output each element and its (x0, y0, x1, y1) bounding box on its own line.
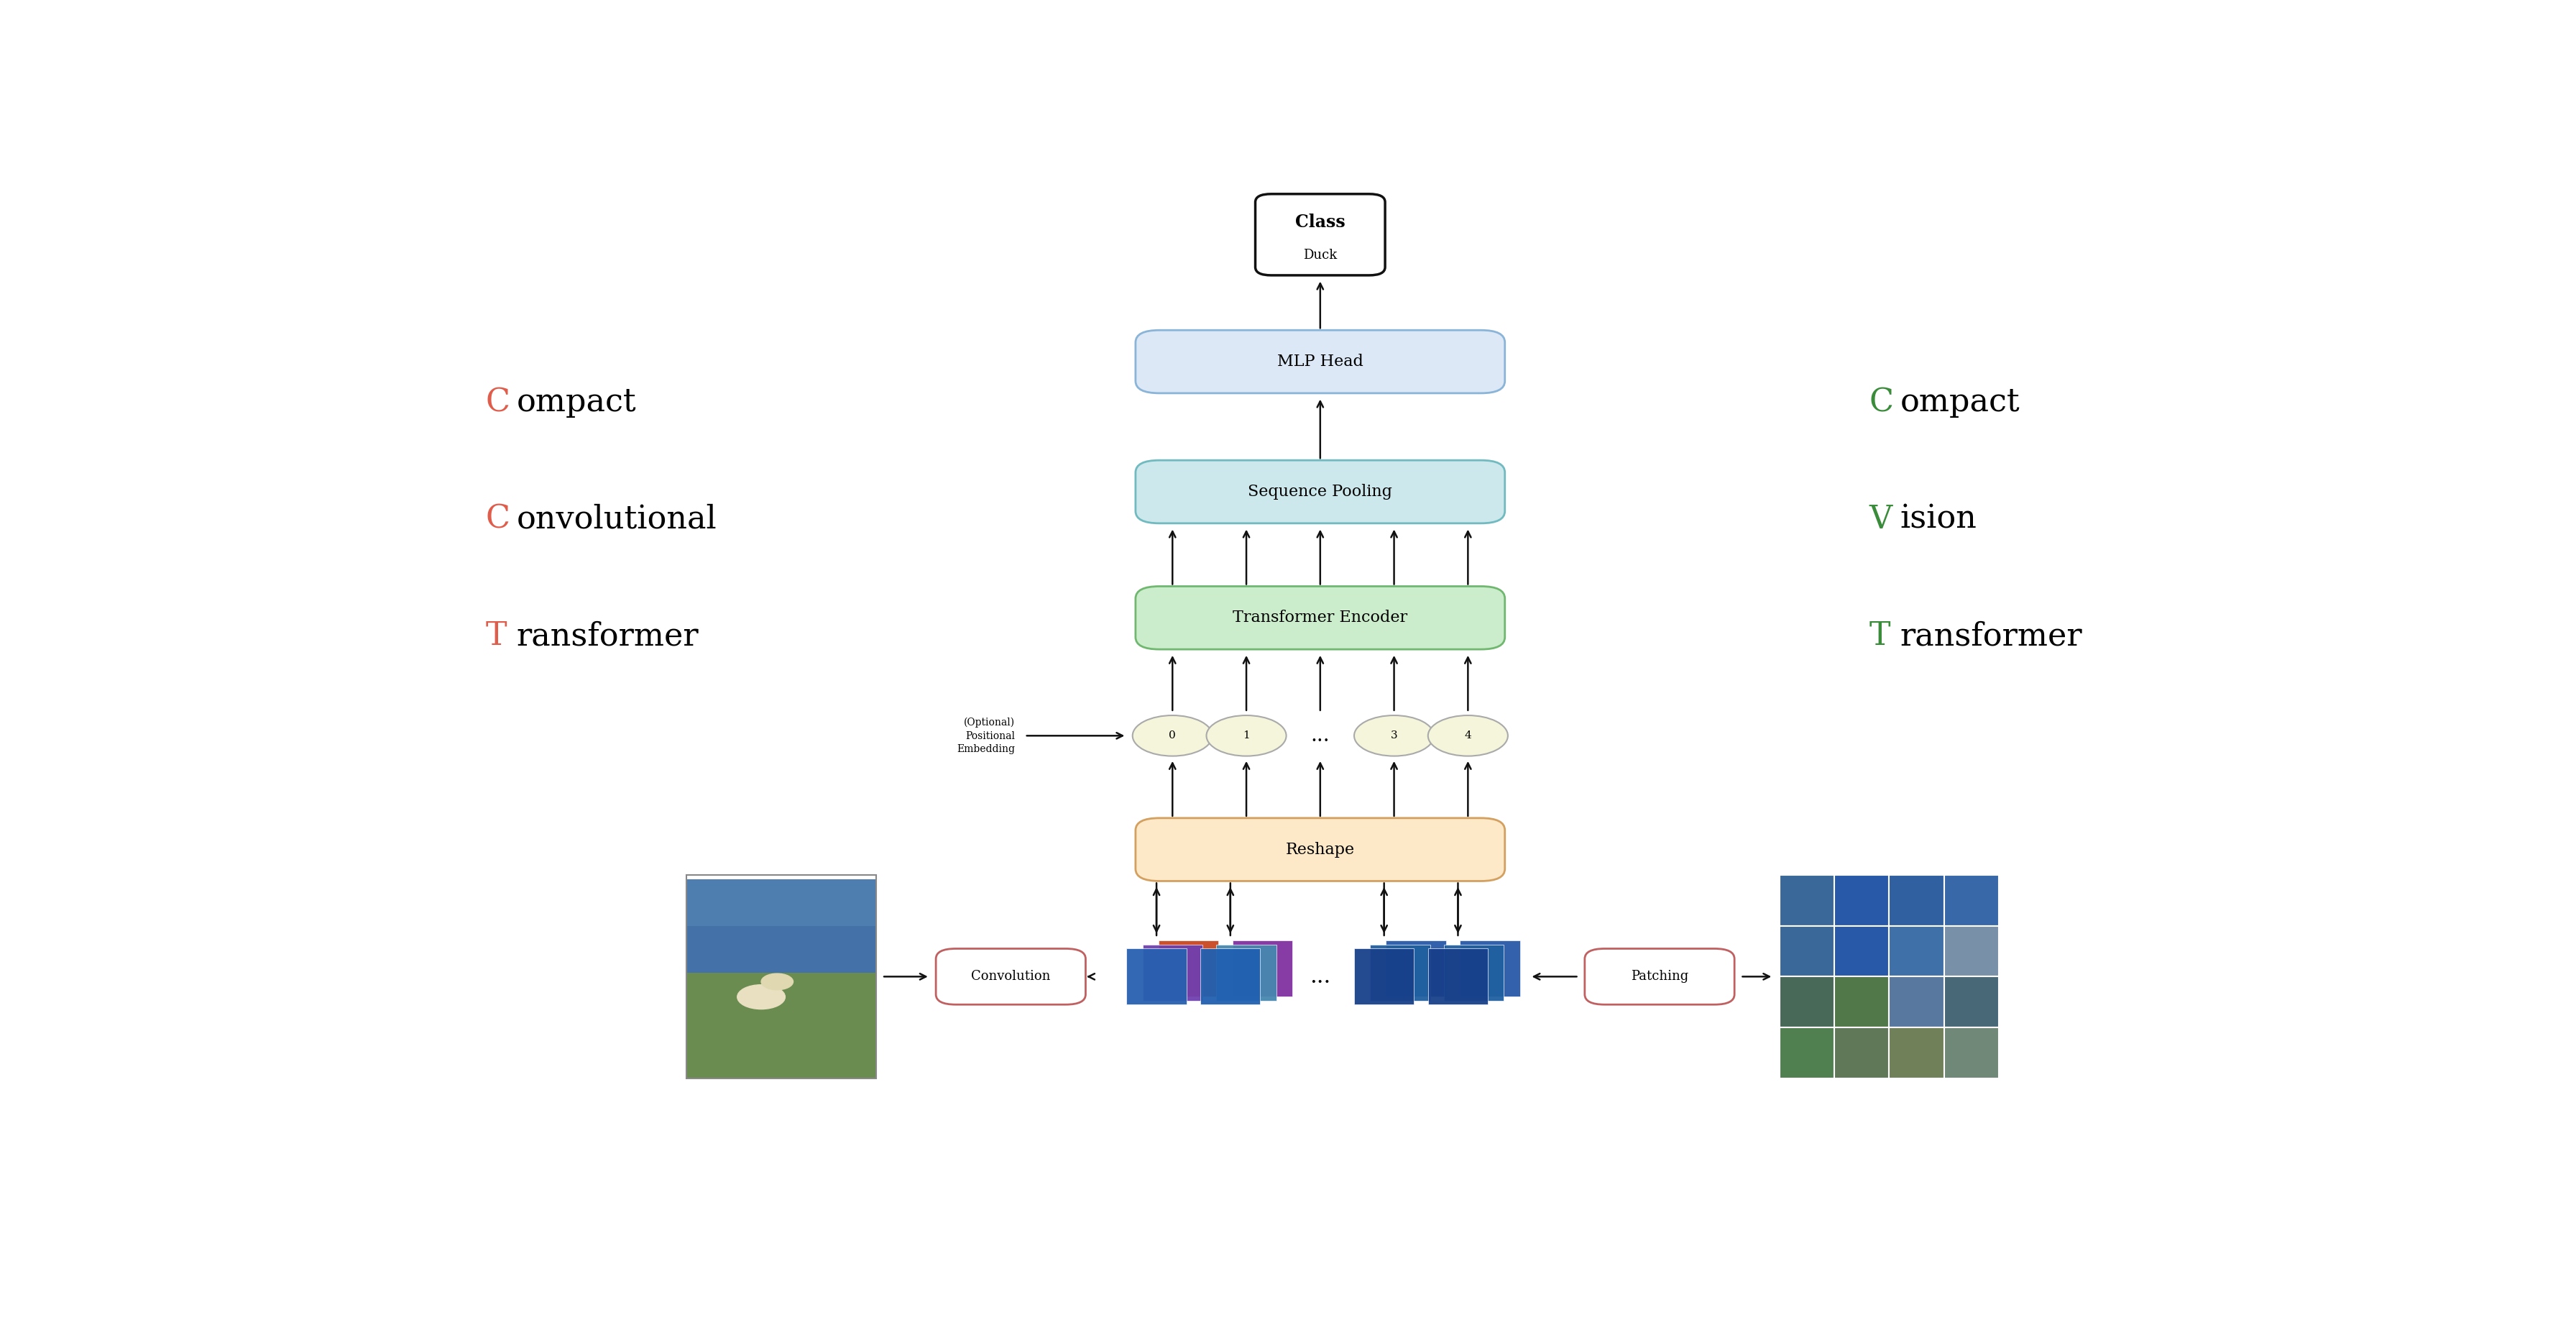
FancyBboxPatch shape (935, 949, 1084, 1005)
FancyBboxPatch shape (685, 879, 876, 925)
Text: ...: ... (1311, 726, 1329, 746)
FancyBboxPatch shape (1355, 949, 1414, 1005)
Circle shape (1355, 715, 1435, 756)
FancyBboxPatch shape (1200, 949, 1260, 1005)
FancyBboxPatch shape (1427, 949, 1489, 1005)
FancyBboxPatch shape (1780, 925, 1834, 977)
FancyBboxPatch shape (685, 973, 876, 1078)
FancyBboxPatch shape (1136, 330, 1504, 393)
Text: C: C (1870, 387, 1893, 418)
Text: 0: 0 (1170, 731, 1177, 741)
FancyBboxPatch shape (1445, 945, 1504, 1001)
Text: ransformer: ransformer (1901, 620, 2081, 652)
FancyBboxPatch shape (1780, 875, 1834, 925)
Circle shape (1427, 715, 1507, 756)
Text: Sequence Pooling: Sequence Pooling (1247, 484, 1394, 500)
FancyBboxPatch shape (1126, 949, 1188, 1005)
FancyBboxPatch shape (1888, 925, 1945, 977)
FancyBboxPatch shape (1136, 586, 1504, 649)
Text: onvolutional: onvolutional (515, 504, 716, 535)
Text: ompact: ompact (515, 387, 636, 418)
FancyBboxPatch shape (1945, 1027, 1999, 1078)
FancyBboxPatch shape (1386, 941, 1445, 997)
FancyBboxPatch shape (1834, 1027, 1888, 1078)
FancyBboxPatch shape (1144, 945, 1203, 1001)
FancyBboxPatch shape (1216, 945, 1275, 1001)
Text: ision: ision (1901, 504, 1976, 535)
Text: Class: Class (1296, 214, 1345, 231)
FancyBboxPatch shape (1584, 949, 1734, 1005)
FancyBboxPatch shape (1159, 941, 1218, 997)
Text: 1: 1 (1242, 731, 1249, 741)
FancyBboxPatch shape (1945, 925, 1999, 977)
FancyBboxPatch shape (1945, 875, 1999, 925)
Text: MLP Head: MLP Head (1278, 354, 1363, 370)
FancyBboxPatch shape (1945, 977, 1999, 1027)
Text: (Optional)
Positional
Embedding: (Optional) Positional Embedding (956, 717, 1015, 754)
FancyBboxPatch shape (1136, 818, 1504, 880)
Text: 4: 4 (1463, 731, 1471, 741)
Text: V: V (1870, 504, 1893, 535)
FancyBboxPatch shape (1136, 461, 1504, 523)
FancyBboxPatch shape (1834, 875, 1888, 925)
FancyBboxPatch shape (1461, 941, 1520, 997)
Text: Reshape: Reshape (1285, 842, 1355, 858)
FancyBboxPatch shape (1370, 945, 1430, 1001)
FancyBboxPatch shape (1834, 977, 1888, 1027)
Circle shape (1133, 715, 1213, 756)
FancyBboxPatch shape (685, 879, 876, 977)
Text: 3: 3 (1391, 731, 1399, 741)
Text: Convolution: Convolution (971, 970, 1051, 983)
FancyBboxPatch shape (1231, 941, 1293, 997)
FancyBboxPatch shape (1888, 875, 1945, 925)
Text: T: T (487, 620, 507, 652)
Text: T: T (1870, 620, 1891, 652)
Text: Patching: Patching (1631, 970, 1687, 983)
Text: ...: ... (1309, 965, 1332, 987)
Circle shape (737, 985, 786, 1008)
FancyBboxPatch shape (1255, 194, 1386, 276)
FancyBboxPatch shape (1834, 925, 1888, 977)
FancyBboxPatch shape (1780, 977, 1834, 1027)
Circle shape (762, 974, 793, 990)
Text: Duck: Duck (1303, 248, 1337, 261)
Text: Transformer Encoder: Transformer Encoder (1234, 610, 1406, 626)
Text: ransformer: ransformer (515, 620, 698, 652)
FancyBboxPatch shape (1780, 1027, 1834, 1078)
Text: C: C (487, 387, 510, 418)
Text: C: C (487, 504, 510, 535)
FancyBboxPatch shape (1888, 1027, 1945, 1078)
Text: ompact: ompact (1901, 387, 2020, 418)
Circle shape (1206, 715, 1285, 756)
FancyBboxPatch shape (1888, 977, 1945, 1027)
